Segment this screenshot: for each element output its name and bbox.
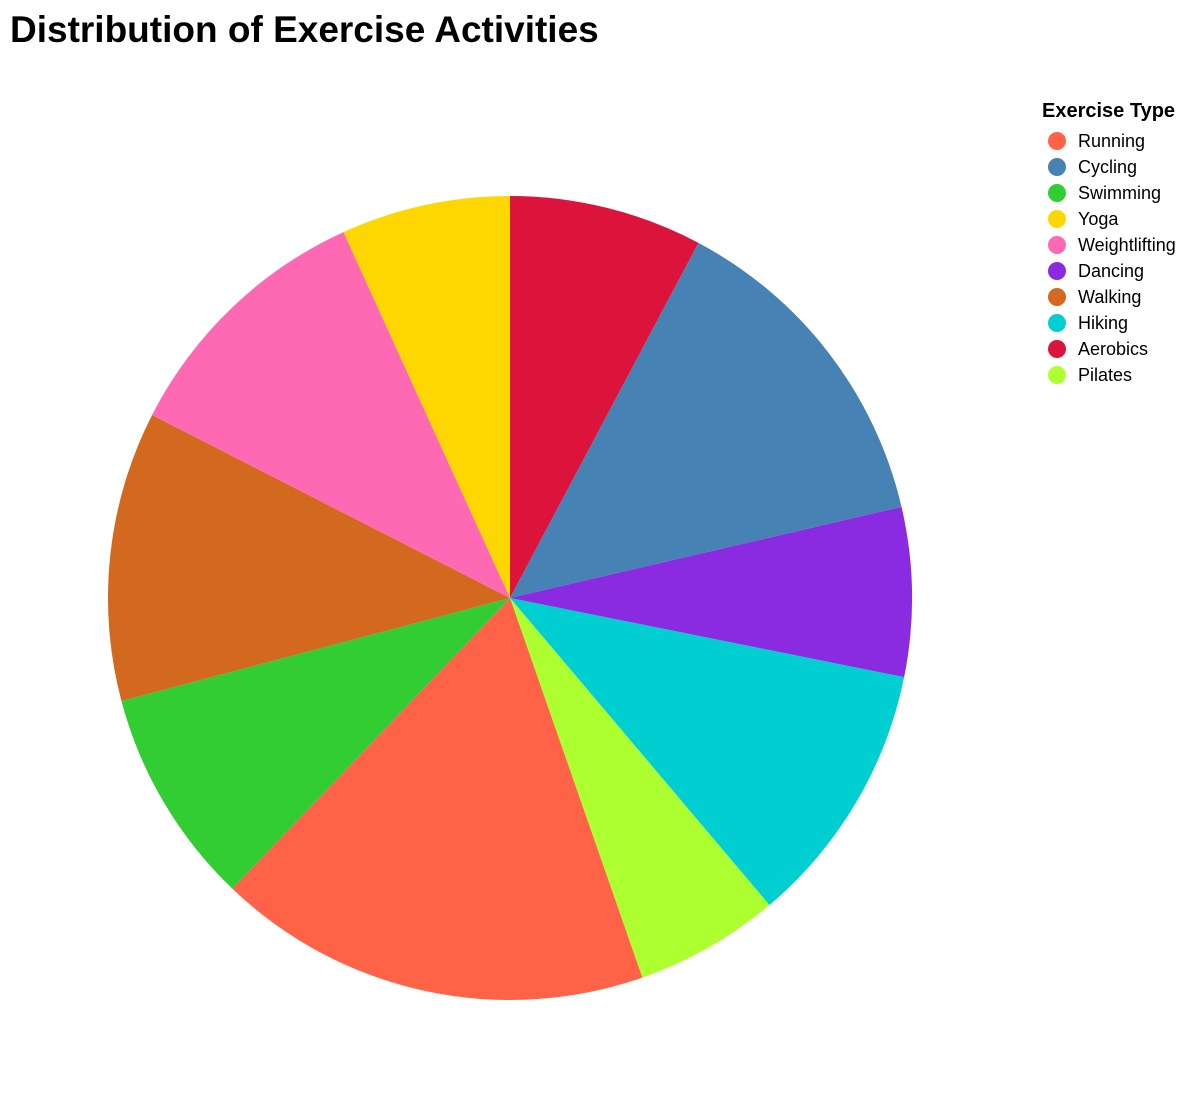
legend-title: Exercise Type: [1042, 100, 1175, 122]
legend-item-running[interactable]: Running: [1048, 131, 1145, 151]
legend-item-yoga[interactable]: Yoga: [1048, 209, 1119, 229]
legend-swatch-yoga: [1048, 210, 1066, 228]
pie-slice-yoga[interactable]: [343, 196, 510, 598]
legend-swatch-running: [1048, 132, 1066, 150]
chart-title: Distribution of Exercise Activities: [10, 9, 599, 50]
legend-swatch-pilates: [1048, 366, 1066, 384]
pie-slice-swimming[interactable]: [121, 598, 511, 889]
legend-item-dancing[interactable]: Dancing: [1048, 261, 1144, 281]
legend-item-swimming[interactable]: Swimming: [1048, 183, 1161, 203]
legend: Exercise Type Running Cycling Swimming Yoga…: [1042, 100, 1176, 385]
legend-swatch-dancing: [1048, 262, 1066, 280]
legend-label-pilates: Pilates: [1078, 365, 1132, 385]
legend-label-cycling: Cycling: [1078, 157, 1137, 177]
legend-items: Running Cycling Swimming Yoga Weightlifting D…: [1048, 131, 1176, 385]
legend-item-walking[interactable]: Walking: [1048, 287, 1141, 307]
legend-swatch-aerobics: [1048, 340, 1066, 358]
pie-slice-weightlifting[interactable]: [152, 232, 510, 598]
legend-label-hiking: Hiking: [1078, 313, 1128, 333]
pie-slice-hiking[interactable]: [510, 598, 905, 906]
legend-label-running: Running: [1078, 131, 1145, 151]
pie-slice-running[interactable]: [232, 598, 643, 1001]
legend-swatch-cycling: [1048, 158, 1066, 176]
legend-swatch-weightlifting: [1048, 236, 1066, 254]
pie-slice-cycling[interactable]: [510, 242, 902, 598]
legend-label-yoga: Yoga: [1078, 209, 1119, 229]
pie-slice-walking[interactable]: [107, 414, 511, 702]
legend-swatch-walking: [1048, 288, 1066, 306]
legend-label-aerobics: Aerobics: [1078, 339, 1148, 359]
legend-item-weightlifting[interactable]: Weightlifting: [1048, 235, 1176, 255]
pie-slice-aerobics[interactable]: [510, 196, 699, 598]
legend-item-aerobics[interactable]: Aerobics: [1048, 339, 1148, 359]
legend-item-pilates[interactable]: Pilates: [1048, 365, 1132, 385]
legend-label-weightlifting: Weightlifting: [1078, 235, 1176, 255]
legend-label-swimming: Swimming: [1078, 183, 1161, 203]
pie-slice-dancing[interactable]: [510, 506, 913, 678]
legend-label-walking: Walking: [1078, 287, 1141, 307]
pie-slice-pilates[interactable]: [510, 598, 770, 978]
legend-item-hiking[interactable]: Hiking: [1048, 313, 1128, 333]
legend-label-dancing: Dancing: [1078, 261, 1144, 281]
pie-slices: [107, 196, 913, 1001]
legend-swatch-swimming: [1048, 184, 1066, 202]
legend-swatch-hiking: [1048, 314, 1066, 332]
legend-item-cycling[interactable]: Cycling: [1048, 157, 1137, 177]
